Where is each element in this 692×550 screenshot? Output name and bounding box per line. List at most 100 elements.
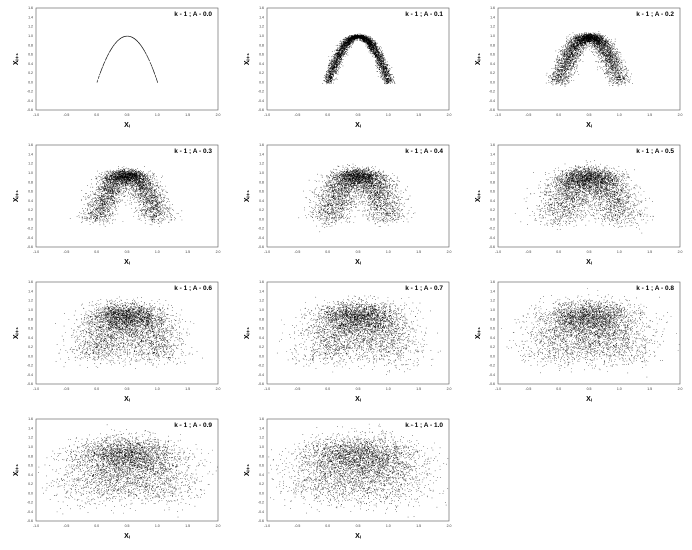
panel-annotation: k - 1 ; A - 0.3 [174, 148, 212, 155]
x-tick-label: -1.0 [33, 387, 39, 391]
plot-frame [35, 281, 219, 385]
scatter-panel: -1.0 -0.5 0.0 0.5 1.0 1.5 2.0 -0.6 -0.4 -0.2 0.0 0.… [6, 276, 236, 413]
y-axis-label: Xᵢ₊₁ [13, 53, 20, 65]
panel-annotation: k - 1 ; A - 0.5 [636, 148, 674, 155]
y-tick-label: -0.4 [27, 373, 33, 377]
y-tick-label: 1.2 [28, 436, 33, 440]
y-tick-label: -0.4 [258, 373, 264, 377]
plot-frame [497, 281, 681, 385]
x-tick-label: 1.5 [185, 387, 190, 391]
x-tick-label: -0.5 [294, 250, 300, 254]
y-axis-label: Xᵢ₊₁ [13, 327, 20, 339]
y-tick-label: 1.0 [490, 171, 495, 175]
y-tick-label: -0.6 [258, 519, 264, 523]
plot-frame [266, 144, 450, 248]
y-tick-label: 0.8 [28, 43, 33, 47]
y-tick-label: 0.4 [259, 199, 264, 203]
x-tick-label: 0.0 [556, 250, 561, 254]
y-tick-label: 0.8 [28, 180, 33, 184]
y-tick-label: 0.4 [490, 336, 495, 340]
y-tick-label: 0.2 [259, 71, 264, 75]
x-tick-label: 0.0 [94, 387, 99, 391]
panel-annotation: k - 1 ; A - 0.0 [174, 11, 212, 18]
y-tick-label: 0.6 [259, 464, 264, 468]
x-tick-label: 1.5 [416, 387, 421, 391]
x-tick-label: 1.5 [185, 250, 190, 254]
y-tick-label: -0.2 [27, 90, 33, 94]
y-tick-label: 0.2 [259, 482, 264, 486]
scatter-plot: -1.0 -0.5 0.0 0.5 1.0 1.5 2.0 -0.6 -0.4 -0.2 0.0 0.… [475, 143, 682, 266]
y-tick-label: 1.4 [28, 152, 33, 156]
y-tick-label: 1.4 [259, 289, 264, 293]
y-tick-label: 0.2 [490, 208, 495, 212]
scatter-points [268, 423, 449, 518]
scatter-points [276, 295, 441, 375]
y-tick-label: 0.2 [28, 345, 33, 349]
x-tick-label: 0.5 [587, 250, 592, 254]
y-tick-label: 1.2 [490, 299, 495, 303]
x-tick-label: 2.0 [216, 113, 221, 117]
x-tick-label: -1.0 [495, 113, 501, 117]
x-tick-label: -0.5 [525, 250, 531, 254]
scatter-plot: -1.0 -0.5 0.0 0.5 1.0 1.5 2.0 -0.6 -0.4 -0.2 0.0 0.… [244, 143, 452, 266]
x-tick-label: -0.5 [294, 113, 300, 117]
x-tick-label: 1.0 [155, 387, 160, 391]
y-tick-label: 0.2 [490, 345, 495, 349]
x-tick-label: -0.5 [294, 387, 300, 391]
x-tick-label: 1.5 [647, 113, 652, 117]
y-tick-label: 0.8 [259, 180, 264, 184]
y-tick-label: 1.6 [259, 280, 264, 284]
scatter-points [501, 288, 680, 378]
x-tick-label: 1.0 [155, 524, 160, 528]
y-tick-label: 1.4 [259, 15, 264, 19]
y-tick-label: -0.4 [489, 99, 495, 103]
x-tick-label: 1.5 [416, 113, 421, 117]
y-tick-label: 0.6 [28, 464, 33, 468]
y-tick-label: -0.6 [27, 519, 33, 523]
x-axis-label: Xᵢ [355, 533, 361, 540]
x-tick-label: -0.5 [525, 387, 531, 391]
y-tick-label: 1.0 [28, 171, 33, 175]
x-tick-label: -1.0 [264, 387, 270, 391]
y-tick-label: 1.0 [28, 308, 33, 312]
x-tick-label: 0.5 [356, 387, 361, 391]
y-tick-label: 0.2 [490, 71, 495, 75]
plot-frame [497, 7, 681, 111]
y-tick-label: 0.8 [490, 317, 495, 321]
y-tick-label: 1.0 [259, 308, 264, 312]
x-tick-label: 2.0 [447, 250, 452, 254]
x-tick-label: 0.0 [94, 250, 99, 254]
y-tick-label: 0.8 [490, 43, 495, 47]
y-tick-label: 1.2 [259, 299, 264, 303]
y-tick-label: -0.4 [27, 236, 33, 240]
y-tick-label: 0.2 [259, 345, 264, 349]
plot-frame [497, 144, 681, 248]
y-tick-label: 1.2 [28, 299, 33, 303]
x-tick-label: 0.0 [325, 387, 330, 391]
plot-frame [266, 281, 450, 385]
y-tick-label: 1.4 [490, 15, 495, 19]
y-tick-label: 0.0 [490, 354, 495, 358]
x-tick-label: -0.5 [63, 250, 69, 254]
y-tick-label: 0.6 [490, 190, 495, 194]
plot-frame [35, 418, 219, 522]
y-tick-label: 1.6 [28, 280, 33, 284]
y-tick-label: 1.2 [259, 162, 264, 166]
panel-annotation: k - 1 ; A - 0.4 [405, 148, 443, 155]
x-tick-label: 1.5 [647, 250, 652, 254]
y-tick-label: 0.6 [28, 53, 33, 57]
plot-frame [35, 144, 219, 248]
y-tick-label: 0.4 [28, 473, 33, 477]
y-tick-label: 1.4 [28, 15, 33, 19]
y-tick-label: 0.6 [259, 53, 264, 57]
y-tick-label: -0.2 [258, 364, 264, 368]
y-axis-label: Xᵢ₊₁ [244, 53, 251, 65]
scatter-panel: -1.0 -0.5 0.0 0.5 1.0 1.5 2.0 -0.6 -0.4 -0.2 0.0 0.… [6, 2, 236, 139]
panel-annotation: k - 1 ; A - 0.7 [405, 285, 443, 292]
scatter-points [298, 163, 416, 233]
y-tick-label: 0.8 [259, 43, 264, 47]
y-tick-label: -0.6 [27, 382, 33, 386]
scatter-plot: -1.0 -0.5 0.0 0.5 1.0 1.5 2.0 -0.6 -0.4 -0.2 0.0 0.… [13, 280, 220, 403]
y-tick-label: -0.6 [489, 108, 495, 112]
